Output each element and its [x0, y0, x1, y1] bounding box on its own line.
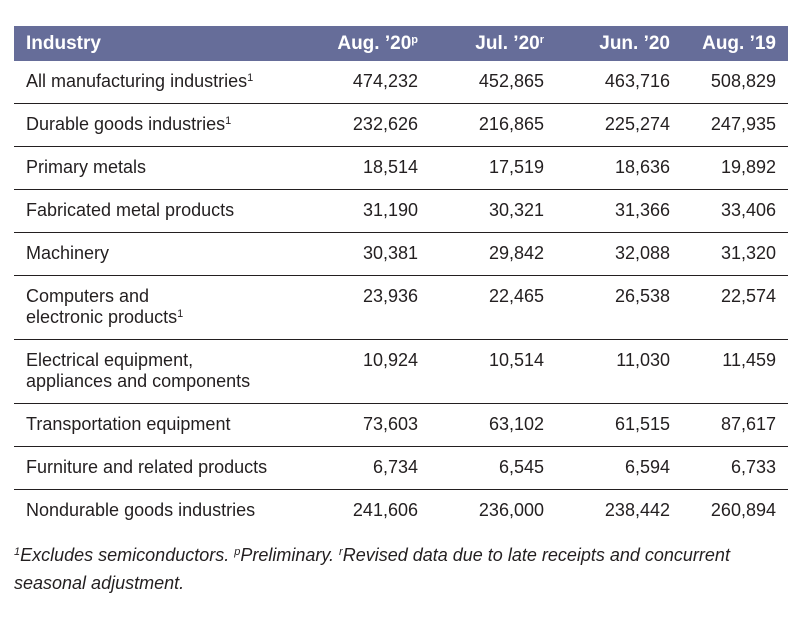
footnote: 1Excludes semiconductors. pPreliminary. … — [14, 541, 788, 597]
value-cell: 225,274 — [556, 103, 682, 147]
footnote-marker: 1 — [247, 72, 254, 84]
industry-name-line-2: electronic products — [26, 307, 178, 327]
value-cell: 232,626 — [304, 103, 430, 147]
header-aug-2020: Aug. ’20p — [304, 26, 430, 61]
table-row: Nondurable goods industries 241,606 236,00… — [14, 490, 788, 533]
footnote-marker: 1 — [177, 308, 184, 320]
footnote-marker-1: 1 — [14, 546, 21, 558]
value-cell: 73,603 — [304, 403, 430, 447]
industry-cell: Furniture and related products — [14, 446, 304, 490]
value-cell: 18,514 — [304, 146, 430, 190]
header-aug-2020-label: Aug. ’20 — [337, 32, 412, 54]
value-cell: 6,733 — [682, 446, 788, 490]
industry-cell: Computers and electronic products1 — [14, 275, 304, 340]
header-row: Industry Aug. ’20p Jul. ’20r Jun. ’20 Au… — [14, 26, 788, 61]
header-aug-2019: Aug. ’19 — [682, 26, 788, 61]
industry-cell: Nondurable goods industries — [14, 490, 304, 533]
value-cell: 87,617 — [682, 403, 788, 447]
value-cell: 6,545 — [430, 446, 556, 490]
header-jul-2020: Jul. ’20r — [430, 26, 556, 61]
table-body: All manufacturing industries1 474,232 452,… — [14, 61, 788, 532]
value-cell: 238,442 — [604, 500, 670, 520]
value-cell: 29,842 — [430, 232, 556, 276]
value-cell: 247,935 — [682, 103, 788, 147]
value-cell: 31,190 — [304, 189, 430, 233]
value-cell: 30,381 — [304, 232, 430, 276]
table-header: Industry Aug. ’20p Jul. ’20r Jun. ’20 Au… — [14, 26, 788, 61]
value-cell: 452,865 — [430, 61, 556, 104]
table-row: Durable goods industries1 232,626 216,865 2… — [14, 103, 788, 147]
value-cell: 241,606 — [352, 500, 418, 520]
industry-name: Durable goods industries — [26, 114, 226, 134]
table-row: All manufacturing industries1 474,232 452,… — [14, 61, 788, 104]
value-cell: 463,716 — [556, 61, 682, 104]
industry-name: Computers and — [26, 286, 150, 306]
value-cell: 63,102 — [430, 403, 556, 447]
table-row: Fabricated metal products 31,190 30,321 31,… — [14, 189, 788, 233]
industry-cell: All manufacturing industries1 — [14, 61, 304, 104]
industry-name: Transportation equipment — [26, 414, 231, 434]
value-cell: 11,030 — [556, 339, 682, 404]
table-row: Primary metals 18,514 17,519 18,636 19,892 — [14, 146, 788, 190]
industry-cell: Electrical equipment, appliances and comp… — [14, 339, 304, 404]
shipments-table: Industry Aug. ’20p Jul. ’20r Jun. ’20 Au… — [14, 26, 788, 532]
value-cell: 31,366 — [556, 189, 682, 233]
table-row: Electrical equipment, appliances and comp… — [14, 339, 788, 404]
footnote-text-2: Preliminary. — [240, 545, 340, 565]
header-jul-2020-superscript: r — [539, 33, 544, 46]
value-cell: 19,892 — [682, 146, 788, 190]
industry-name: Electrical equipment, — [26, 350, 194, 370]
industry-cell: Fabricated metal products — [14, 189, 304, 233]
value-cell: 260,894 — [710, 500, 776, 520]
value-cell: 216,865 — [430, 103, 556, 147]
industry-name: All manufacturing industries — [26, 71, 248, 91]
value-cell: 236,000 — [478, 500, 544, 520]
value-cell: 31,320 — [682, 232, 788, 276]
value-cell: 18,636 — [556, 146, 682, 190]
header-industry: Industry — [14, 26, 304, 61]
industry-name: Nondurable goods industries — [26, 500, 256, 520]
industry-name: Primary metals — [26, 157, 147, 177]
value-cell: 17,519 — [430, 146, 556, 190]
table-row: Transportation equipment 73,603 63,102 61,5… — [14, 403, 788, 447]
value-cell: 22,574 — [682, 275, 788, 340]
industry-cell: Durable goods industries1 — [14, 103, 304, 147]
footnote-marker-r: r — [339, 546, 343, 558]
table-row: Computers and electronic products1 23,936 2… — [14, 275, 788, 340]
header-jun-2020: Jun. ’20 — [556, 26, 682, 61]
header-aug-2020-superscript: p — [411, 33, 418, 46]
value-cell: 6,734 — [304, 446, 430, 490]
value-cell: 10,514 — [430, 339, 556, 404]
value-cell: 11,459 — [682, 339, 788, 404]
industry-cell: Machinery — [14, 232, 304, 276]
table-row: Furniture and related products 6,734 6,545… — [14, 446, 788, 490]
value-cell: 32,088 — [556, 232, 682, 276]
header-jul-2020-label: Jul. ’20 — [475, 32, 540, 54]
table-row: Machinery 30,381 29,842 32,088 31,320 — [14, 232, 788, 276]
value-cell: 33,406 — [682, 189, 788, 233]
value-cell: 22,465 — [430, 275, 556, 340]
footnote-marker: 1 — [225, 115, 232, 127]
industry-name: Furniture and related products — [26, 457, 268, 477]
value-cell: 474,232 — [304, 61, 430, 104]
industry-name: Machinery — [26, 243, 110, 263]
value-cell: 26,538 — [556, 275, 682, 340]
industry-name-line-2: appliances and components — [26, 371, 251, 391]
value-cell: 6,594 — [556, 446, 682, 490]
footnote-text-1: Excludes semiconductors. — [20, 545, 235, 565]
industry-cell: Primary metals — [14, 146, 304, 190]
footnote-marker-p: p — [234, 546, 241, 558]
value-cell: 508,829 — [682, 61, 788, 104]
industry-cell: Transportation equipment — [14, 403, 304, 447]
value-cell: 30,321 — [430, 189, 556, 233]
value-cell: 61,515 — [556, 403, 682, 447]
value-cell: 10,924 — [304, 339, 430, 404]
footnote-text-3: Revised data due to late receipts and co… — [14, 545, 730, 593]
value-cell: 23,936 — [304, 275, 430, 340]
industry-name: Fabricated metal products — [26, 200, 235, 220]
